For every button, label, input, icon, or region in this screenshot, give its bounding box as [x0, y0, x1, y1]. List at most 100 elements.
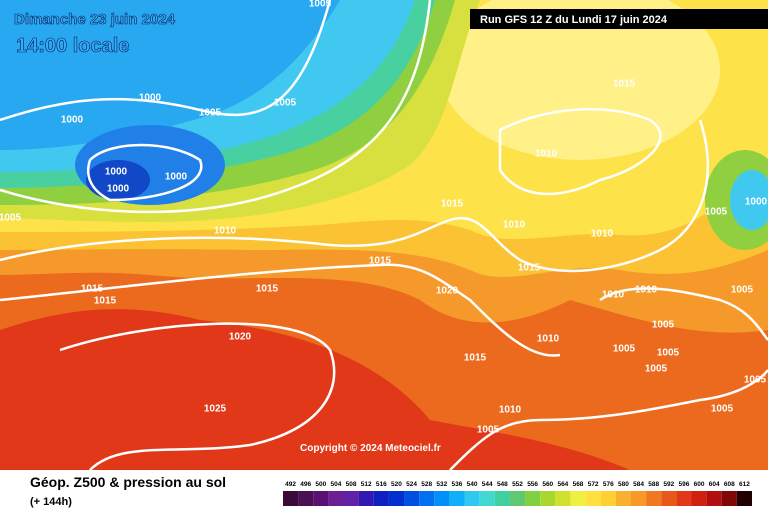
isobar-label: 1000	[107, 184, 130, 195]
isobar	[449, 369, 768, 471]
band	[86, 160, 150, 200]
isobar-label: 1020	[229, 332, 252, 343]
isobar-label: 1025	[204, 404, 227, 415]
scale-swatch	[509, 491, 526, 506]
scale-label: 604	[709, 481, 720, 488]
scale-label: 564	[557, 481, 568, 488]
isobars	[0, 0, 768, 471]
lead-time: (+ 144h)	[30, 496, 72, 508]
isobar-label: 1010	[535, 149, 558, 160]
scale-label: 576	[603, 481, 614, 488]
isobar-label: 1005	[711, 404, 734, 415]
scale-label: 536	[452, 481, 463, 488]
date-title: Dimanche 23 juin 2024	[14, 11, 176, 28]
isobar-label: 1005	[309, 0, 332, 10]
isobar-label: 1010	[537, 334, 560, 345]
scale-label: 572	[588, 481, 599, 488]
isobar-label: 1000	[105, 167, 128, 178]
scale-label: 496	[300, 481, 311, 488]
isobar-label: 1015	[94, 296, 117, 307]
isobar-label: 1015	[441, 199, 464, 210]
scale-swatch	[283, 491, 299, 506]
scale-label: 612	[739, 481, 750, 488]
isobar-label: 1005	[652, 320, 675, 331]
scale-label: 524	[406, 481, 417, 488]
scale-swatch	[449, 491, 465, 506]
scale-swatch	[494, 491, 510, 506]
field	[0, 0, 768, 470]
isobar	[599, 287, 768, 341]
isobar-label: 1000	[165, 172, 188, 183]
scale-swatch	[313, 491, 329, 506]
isobar-label: 1020	[436, 286, 459, 297]
scale-swatch	[646, 491, 662, 506]
scale-swatch	[343, 491, 359, 506]
scale-swatch	[721, 491, 737, 506]
isobar-label: 1005	[613, 344, 636, 355]
isobar-label: 1005	[744, 375, 767, 386]
scale-swatch	[661, 491, 677, 506]
isobar	[498, 107, 662, 196]
scale-swatch	[419, 491, 435, 506]
scale-swatch	[298, 491, 314, 506]
isobar-label: 1010	[499, 405, 522, 416]
copyright: Copyright © 2024 Meteociel.fr	[300, 443, 441, 454]
scale-swatch	[388, 491, 405, 506]
isobar-label: 1005	[477, 425, 500, 436]
scale-swatch	[525, 491, 541, 506]
isobar-label: 1015	[256, 284, 279, 295]
scale-label: 504	[331, 481, 342, 488]
local-time: 14:00 locale	[16, 35, 129, 57]
isobar-label: 1015	[81, 284, 104, 295]
isobar-label: 1005	[0, 213, 22, 224]
scale-swatch	[630, 491, 647, 506]
isobar-label: 1015	[613, 79, 636, 90]
scale-swatch	[706, 491, 722, 506]
scale-label: 548	[497, 481, 508, 488]
scale-label: 492	[285, 481, 296, 488]
scale-label: 560	[542, 481, 553, 488]
scale-swatch	[615, 491, 631, 506]
scale-label: 592	[663, 481, 674, 488]
isobar	[0, 119, 709, 273]
scale-swatch	[676, 491, 692, 506]
scale-label: 588	[648, 481, 659, 488]
isobar-label: 1005	[274, 98, 297, 109]
scale-label: 512	[361, 481, 372, 488]
scale-label: 584	[633, 481, 644, 488]
isobar-label: 1010	[591, 229, 614, 240]
scale-swatch	[479, 491, 495, 506]
scale-swatch	[373, 491, 389, 506]
isobar-label: 1005	[731, 285, 754, 296]
scale-swatch	[570, 491, 586, 506]
isobar	[86, 143, 203, 202]
scale-swatch	[434, 491, 450, 506]
isobar-label: 1010	[602, 290, 625, 301]
scale-swatch	[358, 491, 374, 506]
isobar-labels: 1005 1000 1000 1005 1005 1000 1000 1000 1005 1010…	[0, 0, 768, 436]
isobar-label: 1000	[61, 115, 84, 126]
isobar-label: 1000	[139, 93, 162, 104]
isobar-label: 1005	[645, 364, 668, 375]
scale-swatch	[328, 491, 344, 506]
color-scale: 492 496 500 504 508 512 516 520 524 528 532 536 540 5…	[283, 481, 752, 506]
scale-label: 568	[573, 481, 584, 488]
isobar-label: 1005	[657, 348, 680, 359]
isobar	[0, 0, 332, 122]
scale-swatch	[585, 491, 601, 506]
scale-swatch	[404, 491, 420, 506]
scale-label: 500	[315, 481, 326, 488]
legend-title: Géop. Z500 & pression au sol	[30, 474, 226, 490]
scale-label: 600	[694, 481, 705, 488]
isobar-label: 1015	[518, 263, 541, 274]
scale-label: 532	[436, 481, 447, 488]
band	[0, 0, 340, 150]
isobar-label: 1010	[214, 226, 237, 237]
scale-label: 520	[391, 481, 402, 488]
scale-label: 540	[467, 481, 478, 488]
isobar-label: 1015	[369, 256, 392, 267]
scale-swatch	[736, 491, 752, 506]
isobar-label: 1015	[464, 353, 487, 364]
band	[730, 170, 768, 230]
